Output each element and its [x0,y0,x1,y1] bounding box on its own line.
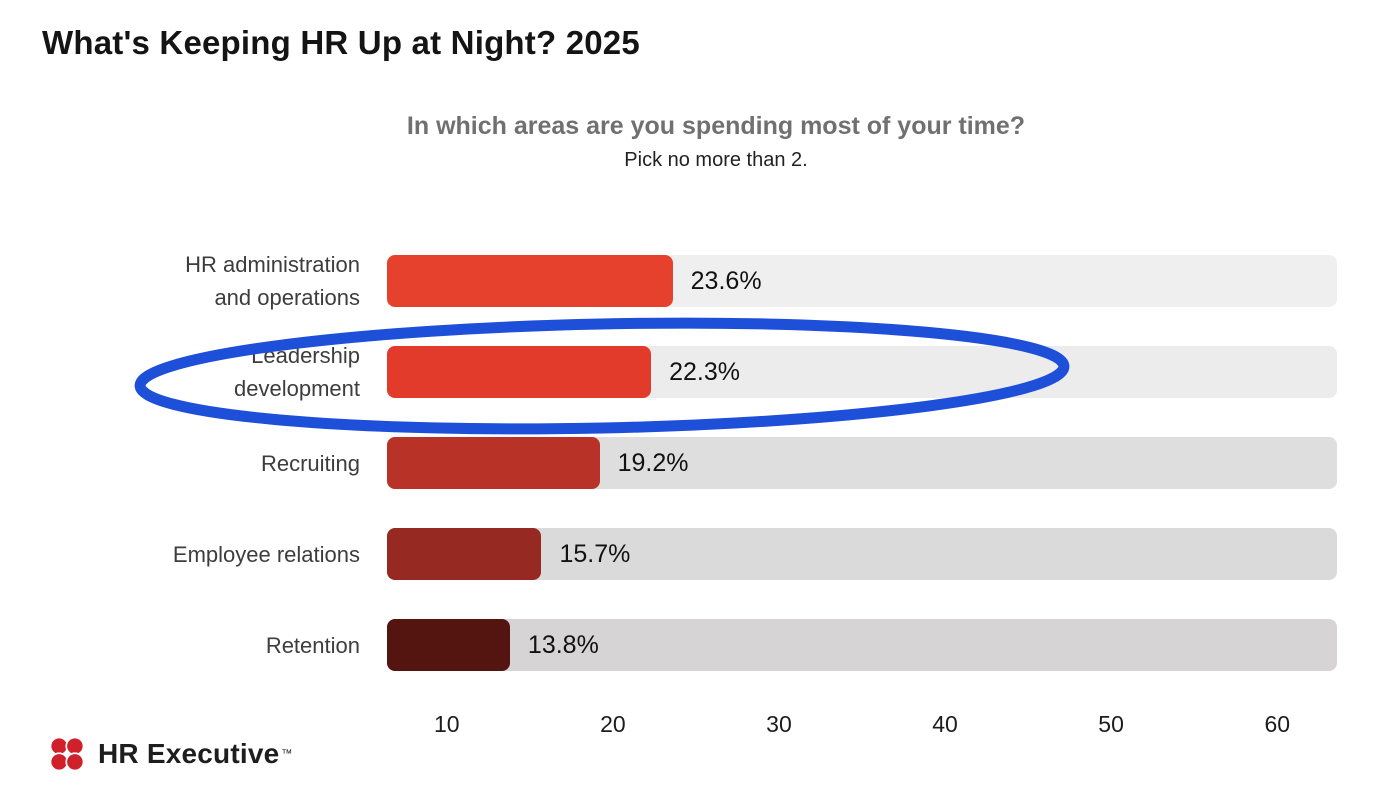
brand-logo: HR Executive ™ [46,733,292,775]
hr-executive-flower-icon [49,736,85,772]
bar-chart: HR administration and operations 23.6% Lea… [42,252,1337,743]
x-tick-label: 30 [766,711,792,737]
chart-row: Leadership development 22.3% [42,343,1337,401]
category-label: HR administration and operations [185,252,360,310]
x-tick-label: 60 [1264,711,1291,737]
value-label: 19.2% [617,448,689,477]
category-label: Employee relations [172,541,360,567]
x-tick-label: 40 [932,711,958,737]
chart-row: Recruiting 19.2% [42,437,1337,489]
category-label: Recruiting [260,450,360,476]
bar-track: 23.6% [387,255,1337,307]
x-tick-label: 20 [600,711,626,737]
bar [387,528,542,580]
subtitle-block: In which areas are you spending most of … [50,112,1382,172]
bar-track: 22.3% [387,346,1337,398]
bar-track: 19.2% [387,437,1337,489]
bar [387,346,652,398]
page-title: What's Keeping HR Up at Night? 2025 [42,24,640,61]
bar [387,619,510,671]
category-label: Leadership development [234,343,360,401]
trademark-symbol: ™ [281,747,293,760]
value-label: 13.8% [527,630,599,659]
bar-track: 15.7% [387,528,1337,580]
chart-row: HR administration and operations 23.6% [42,252,1337,310]
x-axis: 10 20 30 40 50 60 [387,711,1337,743]
chart-row: Retention 13.8% [42,619,1337,671]
bar [387,255,673,307]
bar-track: 13.8% [387,619,1337,671]
chart-question: In which areas are you spending most of … [406,112,1026,140]
x-tick-label: 50 [1098,711,1124,737]
value-label: 22.3% [669,357,740,386]
category-label: Retention [265,632,360,658]
brand-wordmark: HR Executive ™ [98,738,292,770]
x-tick-label: 10 [433,711,460,737]
chart-row: Employee relations 15.7% [42,528,1337,580]
value-label: 15.7% [559,539,631,568]
brand-name: HR Executive [98,738,280,769]
bar [387,437,600,489]
chart-instruction: Pick no more than 2. [624,149,808,171]
chart-rows: HR administration and operations 23.6% Lea… [42,252,1337,671]
value-label: 23.6% [690,266,762,295]
